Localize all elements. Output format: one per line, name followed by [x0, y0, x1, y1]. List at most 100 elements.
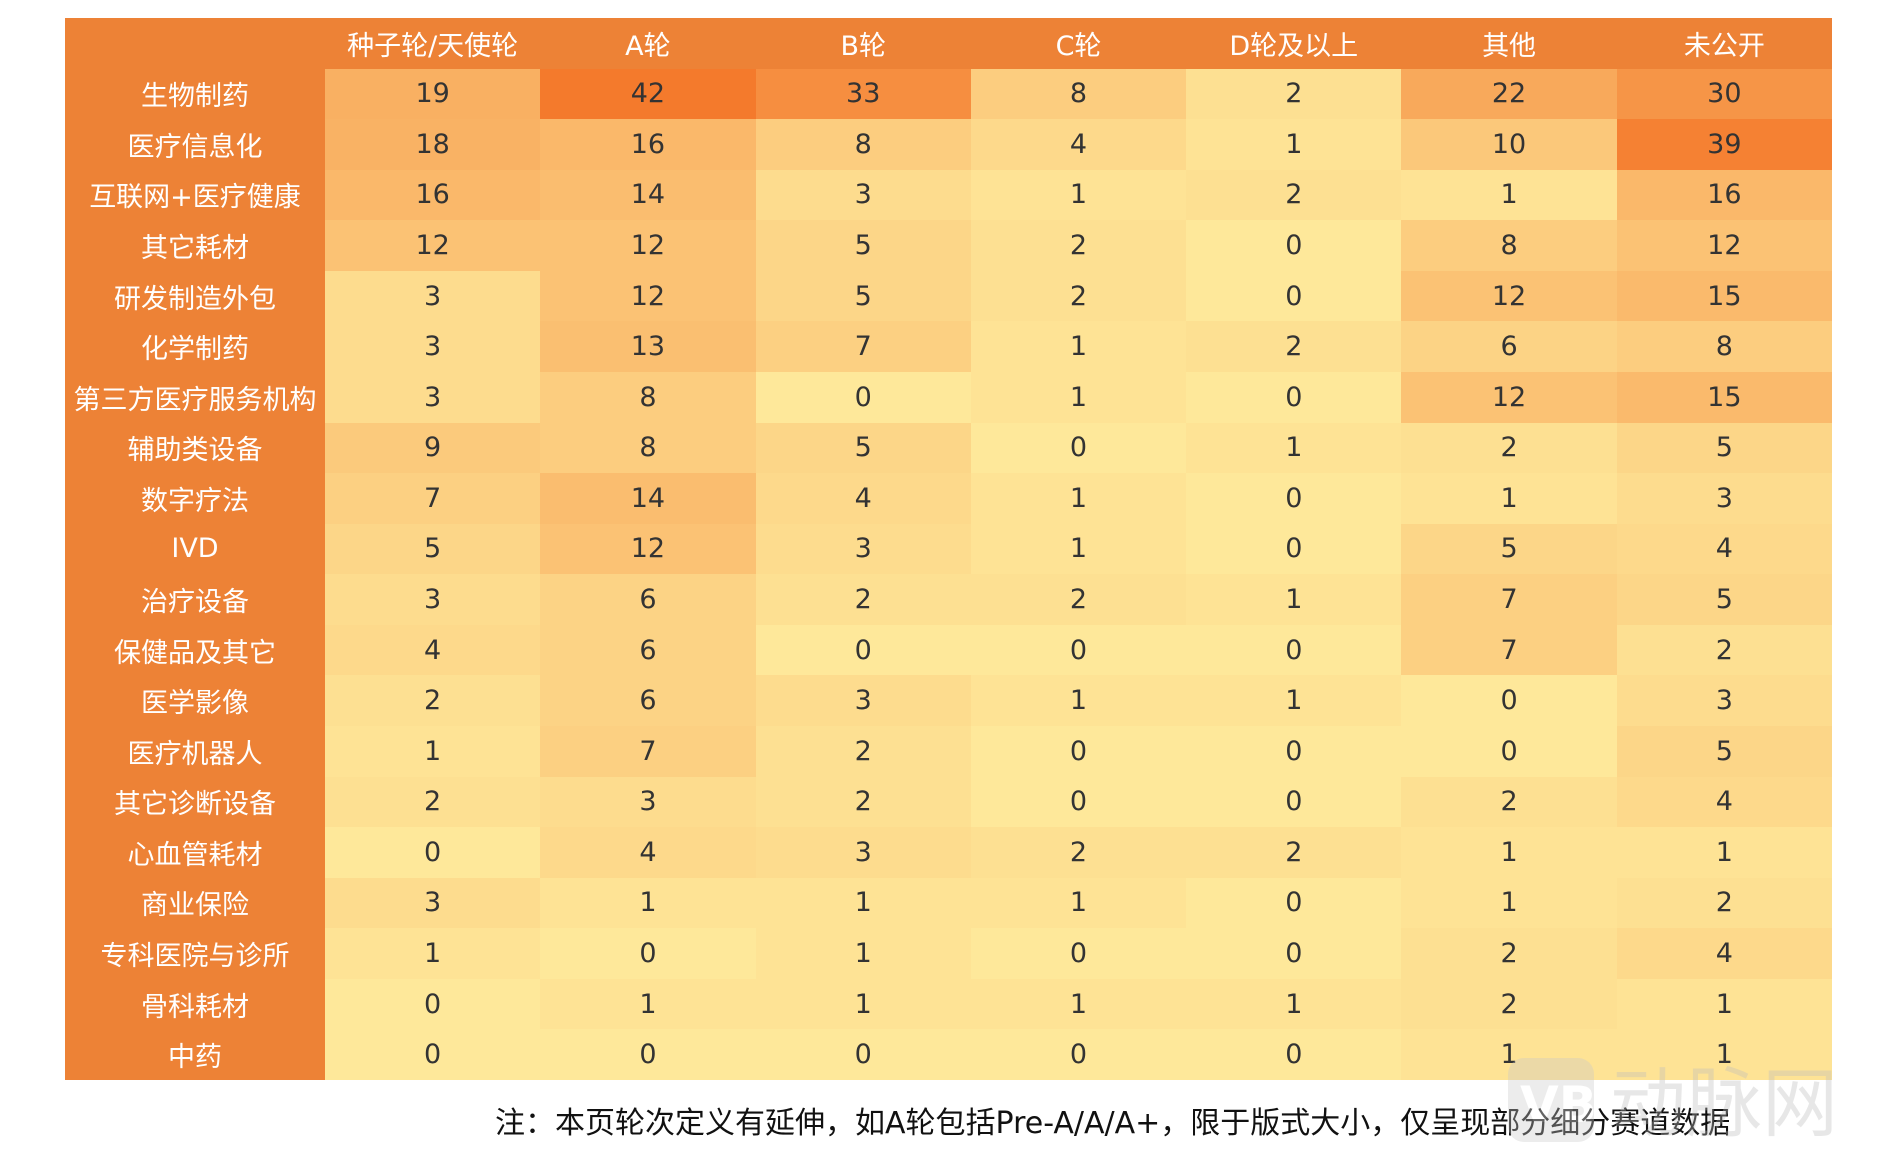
- heatmap-cell: 0: [755, 624, 971, 676]
- heatmap-cell: 1: [755, 877, 971, 929]
- heatmap-cell: 0: [970, 928, 1187, 979]
- row-label: 中药: [65, 1029, 325, 1080]
- heatmap-cell: 1: [970, 372, 1187, 423]
- heatmap-cell: 1: [1401, 1029, 1617, 1080]
- heatmap-cell: 16: [540, 119, 756, 170]
- heatmap-cell: 3: [755, 169, 971, 221]
- heatmap-cell: 7: [755, 321, 971, 372]
- heatmap-cell: 16: [1616, 169, 1832, 221]
- column-header: 未公开: [1616, 18, 1832, 69]
- heatmap-cell: 8: [540, 422, 756, 474]
- heatmap-cell: 0: [1186, 726, 1402, 777]
- heatmap-cell: 4: [325, 624, 541, 676]
- heatmap-cell: 18: [325, 119, 541, 170]
- heatmap-cell: 7: [325, 473, 541, 524]
- heatmap-cell: 1: [1186, 675, 1402, 726]
- heatmap-cell: 2: [1186, 827, 1402, 878]
- heatmap-cell: 5: [1616, 726, 1832, 777]
- heatmap-cell: 9: [325, 422, 541, 474]
- heatmap-cell: 0: [1186, 523, 1402, 575]
- heatmap-cell: 15: [1616, 270, 1832, 322]
- heatmap-cell: 4: [1616, 776, 1832, 828]
- heatmap-cell: 0: [1186, 473, 1402, 524]
- heatmap-cell: 5: [755, 422, 971, 474]
- heatmap-cell: 3: [325, 372, 541, 423]
- heatmap-cell: 2: [1616, 624, 1832, 676]
- heatmap-cell: 8: [1616, 321, 1832, 372]
- heatmap-cell: 3: [325, 877, 541, 929]
- heatmap-cell: 1: [755, 928, 971, 979]
- heatmap-cell: 4: [755, 473, 971, 524]
- row-label: 商业保险: [65, 877, 325, 929]
- heatmap-cell: 0: [1186, 776, 1402, 828]
- heatmap-cell: 12: [540, 270, 756, 322]
- heatmap-cell: 16: [325, 169, 541, 221]
- heatmap-cell: 5: [325, 523, 541, 575]
- column-header: B轮: [755, 18, 971, 69]
- heatmap-cell: 8: [1401, 220, 1617, 271]
- heatmap-table: 种子轮/天使轮 A轮 B轮 C轮 D轮及以上 其他 未公开 生物制药 19 42 33 8 2 22 30 医…: [65, 18, 1832, 1080]
- heatmap-cell: 15: [1616, 372, 1832, 423]
- row-label: 辅助类设备: [65, 422, 325, 474]
- heatmap-cell: 0: [755, 372, 971, 423]
- heatmap-cell: 3: [755, 523, 971, 575]
- heatmap-cell: 1: [540, 978, 756, 1030]
- heatmap-cell: 2: [1401, 978, 1617, 1030]
- watermark-logo: VB 动脉网: [1508, 1058, 1838, 1147]
- heatmap-cell: 0: [1186, 877, 1402, 929]
- heatmap-cell: 1: [1401, 473, 1617, 524]
- heatmap-cell: 1: [970, 523, 1187, 575]
- heatmap-cell: 2: [970, 827, 1187, 878]
- heatmap-cell: 0: [540, 1029, 756, 1080]
- heatmap-cell: 3: [325, 270, 541, 322]
- heatmap-cell: 12: [1401, 270, 1617, 322]
- heatmap-cell: 22: [1401, 68, 1617, 120]
- heatmap-cell: 0: [755, 1029, 971, 1080]
- heatmap-cell: 1: [1401, 827, 1617, 878]
- heatmap-cell: 8: [970, 68, 1187, 120]
- row-label: 医学影像: [65, 675, 325, 726]
- column-header: D轮及以上: [1186, 18, 1402, 69]
- heatmap-cell: 1: [970, 473, 1187, 524]
- heatmap-cell: 2: [1401, 928, 1617, 979]
- heatmap-cell: 0: [540, 928, 756, 979]
- heatmap-cell: 2: [1401, 776, 1617, 828]
- heatmap-cell: 6: [540, 574, 756, 625]
- heatmap-cell: 3: [755, 827, 971, 878]
- heatmap-cell: 4: [540, 827, 756, 878]
- heatmap-cell: 12: [540, 220, 756, 271]
- heatmap-cell: 10: [1401, 119, 1617, 170]
- heatmap-cell: 2: [755, 726, 971, 777]
- heatmap-cell: 6: [540, 675, 756, 726]
- row-label: 其它诊断设备: [65, 776, 325, 828]
- heatmap-cell: 0: [970, 624, 1187, 676]
- heatmap-cell: 12: [1401, 372, 1617, 423]
- heatmap-cell: 33: [755, 68, 971, 120]
- watermark-text: 动脉网: [1610, 1059, 1838, 1147]
- heatmap-cell: 0: [325, 827, 541, 878]
- heatmap-cell: 5: [1616, 574, 1832, 625]
- row-label: 治疗设备: [65, 574, 325, 625]
- heatmap-cell: 5: [1401, 523, 1617, 575]
- heatmap-cell: 7: [1401, 574, 1617, 625]
- heatmap-cell: 30: [1616, 68, 1832, 120]
- heatmap-cell: 1: [1186, 978, 1402, 1030]
- heatmap-cell: 0: [1401, 675, 1617, 726]
- heatmap-cell: 2: [1186, 68, 1402, 120]
- heatmap-cell: 1: [1616, 827, 1832, 878]
- heatmap-cell: 1: [970, 877, 1187, 929]
- heatmap-cell: 1: [1186, 422, 1402, 474]
- heatmap-cell: 1: [1401, 169, 1617, 221]
- row-label: 骨科耗材: [65, 978, 325, 1030]
- row-label: 其它耗材: [65, 220, 325, 271]
- row-label: 生物制药: [65, 68, 325, 120]
- row-label: 互联网+医疗健康: [65, 169, 325, 221]
- heatmap-cell: 1: [755, 978, 971, 1030]
- row-label: IVD: [65, 523, 325, 575]
- heatmap-cell: 13: [540, 321, 756, 372]
- heatmap-cell: 1: [970, 169, 1187, 221]
- row-label: 心血管耗材: [65, 827, 325, 878]
- heatmap-cell: 0: [970, 776, 1187, 828]
- heatmap-cell: 2: [325, 776, 541, 828]
- column-header: 其他: [1401, 18, 1617, 69]
